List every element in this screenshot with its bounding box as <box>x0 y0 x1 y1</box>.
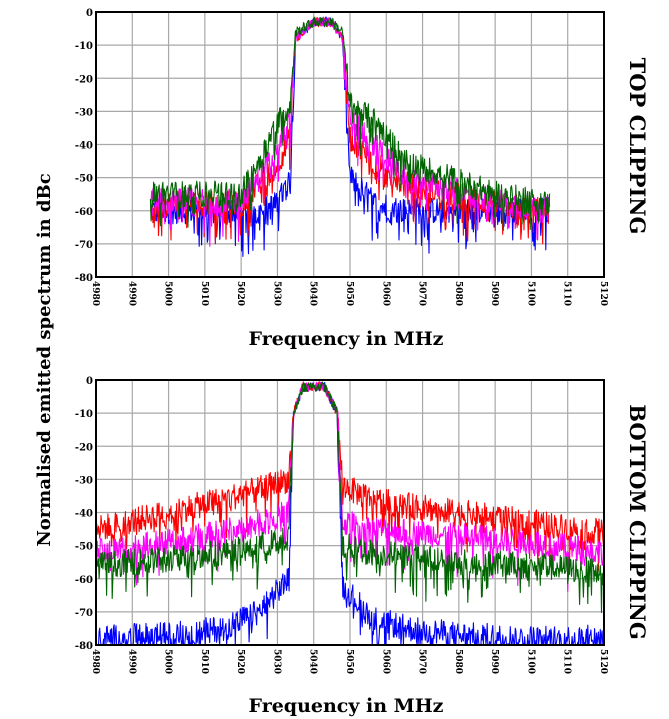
top-y-tick-label: -80 <box>75 273 93 284</box>
top-y-tick-label: -70 <box>75 240 93 251</box>
bottom-x-tick-label: 5090 <box>489 649 499 674</box>
bottom-plot-frame <box>95 379 605 646</box>
bottom-x-tick-label: 5120 <box>598 649 608 674</box>
bottom-y-tick-label: -20 <box>75 442 93 453</box>
top-x-tick-label: 5120 <box>598 281 608 306</box>
bottom-x-tick-label: 5010 <box>199 649 209 674</box>
bottom-x-tick-label: 5110 <box>562 649 572 674</box>
bottom-series-magenta <box>95 381 605 592</box>
top-x-tick-label: 5030 <box>271 281 281 306</box>
top-x-tick-label: 5070 <box>417 281 427 306</box>
top-x-tick-label: 4980 <box>90 281 100 306</box>
top-x-tick-label: 5090 <box>489 281 499 306</box>
top-y-tick-label: -20 <box>75 74 93 85</box>
bottom-clipping-panel: 0 -10 -20 -30 -40 -50 -60 -70 -80 4980 4990 5000 50… <box>75 376 608 674</box>
top-x-tick-labels: 4980 4990 5000 5010 5020 5030 5040 5050 5060 5070… <box>90 281 608 306</box>
top-y-tick-labels: 0 -10 -20 -30 -40 -50 -60 -70 -80 <box>75 8 93 284</box>
bottom-y-tick-label: -60 <box>75 575 93 586</box>
top-clipping-panel: 0 -10 -20 -30 -40 -50 -60 -70 -80 4980 4990 5000 50… <box>75 8 608 306</box>
bottom-series <box>95 381 605 646</box>
top-x-tick-label: 5000 <box>163 281 173 306</box>
bottom-x-tick-label: 5000 <box>163 649 173 674</box>
bottom-y-tick-labels: 0 -10 -20 -30 -40 -50 -60 -70 -80 <box>75 376 93 652</box>
top-x-tick-label: 5020 <box>235 281 245 306</box>
bottom-y-tick-label: -80 <box>75 641 93 652</box>
top-y-tick-label: -30 <box>75 107 93 118</box>
bottom-x-tick-label: 5050 <box>344 649 354 674</box>
bottom-series-blue <box>95 381 605 646</box>
bottom-panel-label: BOTTOM CLIPPING <box>625 404 650 640</box>
bottom-x-tick-label: 5040 <box>308 649 318 674</box>
top-y-tick-label: -60 <box>75 207 93 218</box>
top-x-tick-label: 5080 <box>453 281 463 306</box>
bottom-x-tick-label: 5020 <box>235 649 245 674</box>
top-panel-label: TOP CLIPPING <box>625 58 650 235</box>
bottom-y-tick-label: -30 <box>75 475 93 486</box>
top-series-green <box>149 16 551 232</box>
bottom-x-tick-labels: 4980 4990 5000 5010 5020 5030 5040 5050 5060 5070… <box>90 649 608 674</box>
y-axis-label: Normalised emitted spectrum in dBc <box>34 173 55 546</box>
top-y-tick-label: -50 <box>75 174 93 185</box>
top-y-tick-label: 0 <box>86 8 93 19</box>
top-series-magenta <box>150 16 551 247</box>
top-x-tick-label: 4990 <box>126 281 136 306</box>
top-x-tick-label: 5010 <box>199 281 209 306</box>
bottom-x-tick-label: 5070 <box>417 649 427 674</box>
top-y-tick-label: -10 <box>75 41 93 52</box>
bottom-y-tick-label: -10 <box>75 409 93 420</box>
bottom-y-tick-label: -50 <box>75 542 93 553</box>
bottom-series-green <box>95 381 605 614</box>
top-x-tick-label: 5110 <box>562 281 572 306</box>
top-x-tick-label: 5050 <box>344 281 354 306</box>
top-series-red <box>149 16 551 245</box>
top-series <box>149 16 551 257</box>
bottom-x-axis-label: Frequency in MHz <box>249 695 444 717</box>
top-plot-frame <box>95 11 605 278</box>
top-x-tick-label: 5100 <box>525 281 535 306</box>
top-x-tick-label: 5040 <box>308 281 318 306</box>
bottom-x-tick-label: 5030 <box>271 649 281 674</box>
bottom-x-tick-label: 5080 <box>453 649 463 674</box>
bottom-y-tick-label: -40 <box>75 509 93 520</box>
top-y-tick-label: -40 <box>75 141 93 152</box>
bottom-y-tick-label: 0 <box>86 376 93 387</box>
top-x-tick-label: 5060 <box>380 281 390 306</box>
bottom-y-tick-label: -70 <box>75 608 93 619</box>
bottom-x-tick-label: 4990 <box>126 649 136 674</box>
top-x-axis-label: Frequency in MHz <box>249 328 444 350</box>
bottom-x-tick-label: 5100 <box>525 649 535 674</box>
bottom-x-tick-label: 5060 <box>380 649 390 674</box>
bottom-x-tick-label: 4980 <box>90 649 100 674</box>
